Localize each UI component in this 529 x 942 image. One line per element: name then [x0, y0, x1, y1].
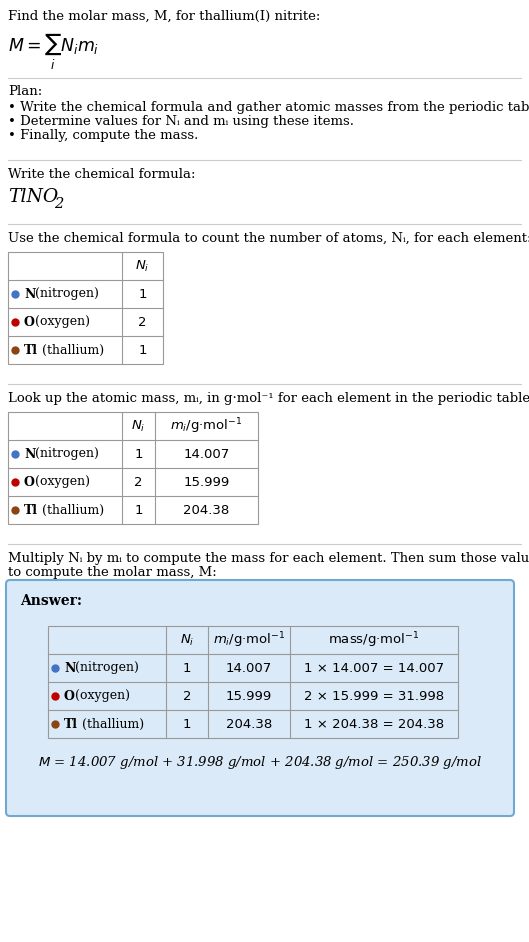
Text: 2: 2: [183, 690, 191, 703]
Bar: [48, 626, 458, 738]
Text: 204.38: 204.38: [226, 718, 272, 730]
Text: 1: 1: [138, 344, 147, 356]
Text: Tl: Tl: [24, 504, 38, 516]
Text: (oxygen): (oxygen): [31, 316, 90, 329]
Text: 14.007: 14.007: [226, 661, 272, 674]
Text: O: O: [24, 316, 35, 329]
Text: to compute the molar mass, M:: to compute the molar mass, M:: [8, 566, 217, 579]
Text: N: N: [64, 661, 75, 674]
Text: Look up the atomic mass, mᵢ, in g·mol⁻¹ for each element in the periodic table:: Look up the atomic mass, mᵢ, in g·mol⁻¹ …: [8, 392, 529, 405]
Text: 15.999: 15.999: [184, 476, 230, 489]
Text: 2: 2: [54, 197, 63, 211]
Text: (nitrogen): (nitrogen): [31, 447, 99, 461]
Text: 15.999: 15.999: [226, 690, 272, 703]
Text: $M = \sum_i N_i m_i$: $M = \sum_i N_i m_i$: [8, 32, 99, 72]
Text: 1: 1: [138, 287, 147, 300]
Text: $m_i$/g·mol$^{-1}$: $m_i$/g·mol$^{-1}$: [170, 416, 243, 436]
Text: 2: 2: [134, 476, 143, 489]
Text: (thallium): (thallium): [39, 504, 105, 516]
Text: 2: 2: [138, 316, 147, 329]
Bar: [8, 412, 258, 524]
Text: (nitrogen): (nitrogen): [31, 287, 99, 300]
Text: $m_i$/g·mol$^{-1}$: $m_i$/g·mol$^{-1}$: [213, 630, 285, 650]
Text: Find the molar mass, M, for thallium(I) nitrite:: Find the molar mass, M, for thallium(I) …: [8, 10, 321, 23]
Text: 1: 1: [134, 447, 143, 461]
Text: Answer:: Answer:: [20, 594, 82, 608]
Text: Write the chemical formula:: Write the chemical formula:: [8, 168, 196, 181]
Bar: [8, 252, 163, 364]
Text: 204.38: 204.38: [184, 504, 230, 516]
Text: mass/g·mol$^{-1}$: mass/g·mol$^{-1}$: [329, 630, 419, 650]
Text: TlNO: TlNO: [8, 188, 58, 206]
Text: Plan:: Plan:: [8, 85, 42, 98]
Text: N: N: [24, 287, 35, 300]
FancyBboxPatch shape: [6, 580, 514, 816]
Text: (oxygen): (oxygen): [71, 690, 130, 703]
Text: O: O: [24, 476, 35, 489]
Text: • Write the chemical formula and gather atomic masses from the periodic table.: • Write the chemical formula and gather …: [8, 101, 529, 114]
Text: Tl: Tl: [24, 344, 38, 356]
Text: O: O: [64, 690, 75, 703]
Text: 1: 1: [134, 504, 143, 516]
Text: 2 × 15.999 = 31.998: 2 × 15.999 = 31.998: [304, 690, 444, 703]
Text: (thallium): (thallium): [39, 344, 105, 356]
Text: $N_i$: $N_i$: [135, 258, 150, 273]
Text: (thallium): (thallium): [78, 718, 144, 730]
Text: Use the chemical formula to count the number of atoms, Nᵢ, for each element:: Use the chemical formula to count the nu…: [8, 232, 529, 245]
Text: $N_i$: $N_i$: [131, 418, 145, 433]
Text: 14.007: 14.007: [184, 447, 230, 461]
Text: $N_i$: $N_i$: [180, 632, 194, 647]
Text: 1: 1: [183, 718, 191, 730]
Text: Tl: Tl: [64, 718, 78, 730]
Text: • Finally, compute the mass.: • Finally, compute the mass.: [8, 129, 198, 142]
Text: 1 × 204.38 = 204.38: 1 × 204.38 = 204.38: [304, 718, 444, 730]
Text: Multiply Nᵢ by mᵢ to compute the mass for each element. Then sum those values: Multiply Nᵢ by mᵢ to compute the mass fo…: [8, 552, 529, 565]
Text: $M$ = 14.007 g/mol + 31.998 g/mol + 204.38 g/mol = 250.39 g/mol: $M$ = 14.007 g/mol + 31.998 g/mol + 204.…: [38, 754, 482, 771]
Text: • Determine values for Nᵢ and mᵢ using these items.: • Determine values for Nᵢ and mᵢ using t…: [8, 115, 354, 128]
Text: (nitrogen): (nitrogen): [71, 661, 139, 674]
Text: 1 × 14.007 = 14.007: 1 × 14.007 = 14.007: [304, 661, 444, 674]
Text: 1: 1: [183, 661, 191, 674]
Text: N: N: [24, 447, 35, 461]
Text: (oxygen): (oxygen): [31, 476, 90, 489]
